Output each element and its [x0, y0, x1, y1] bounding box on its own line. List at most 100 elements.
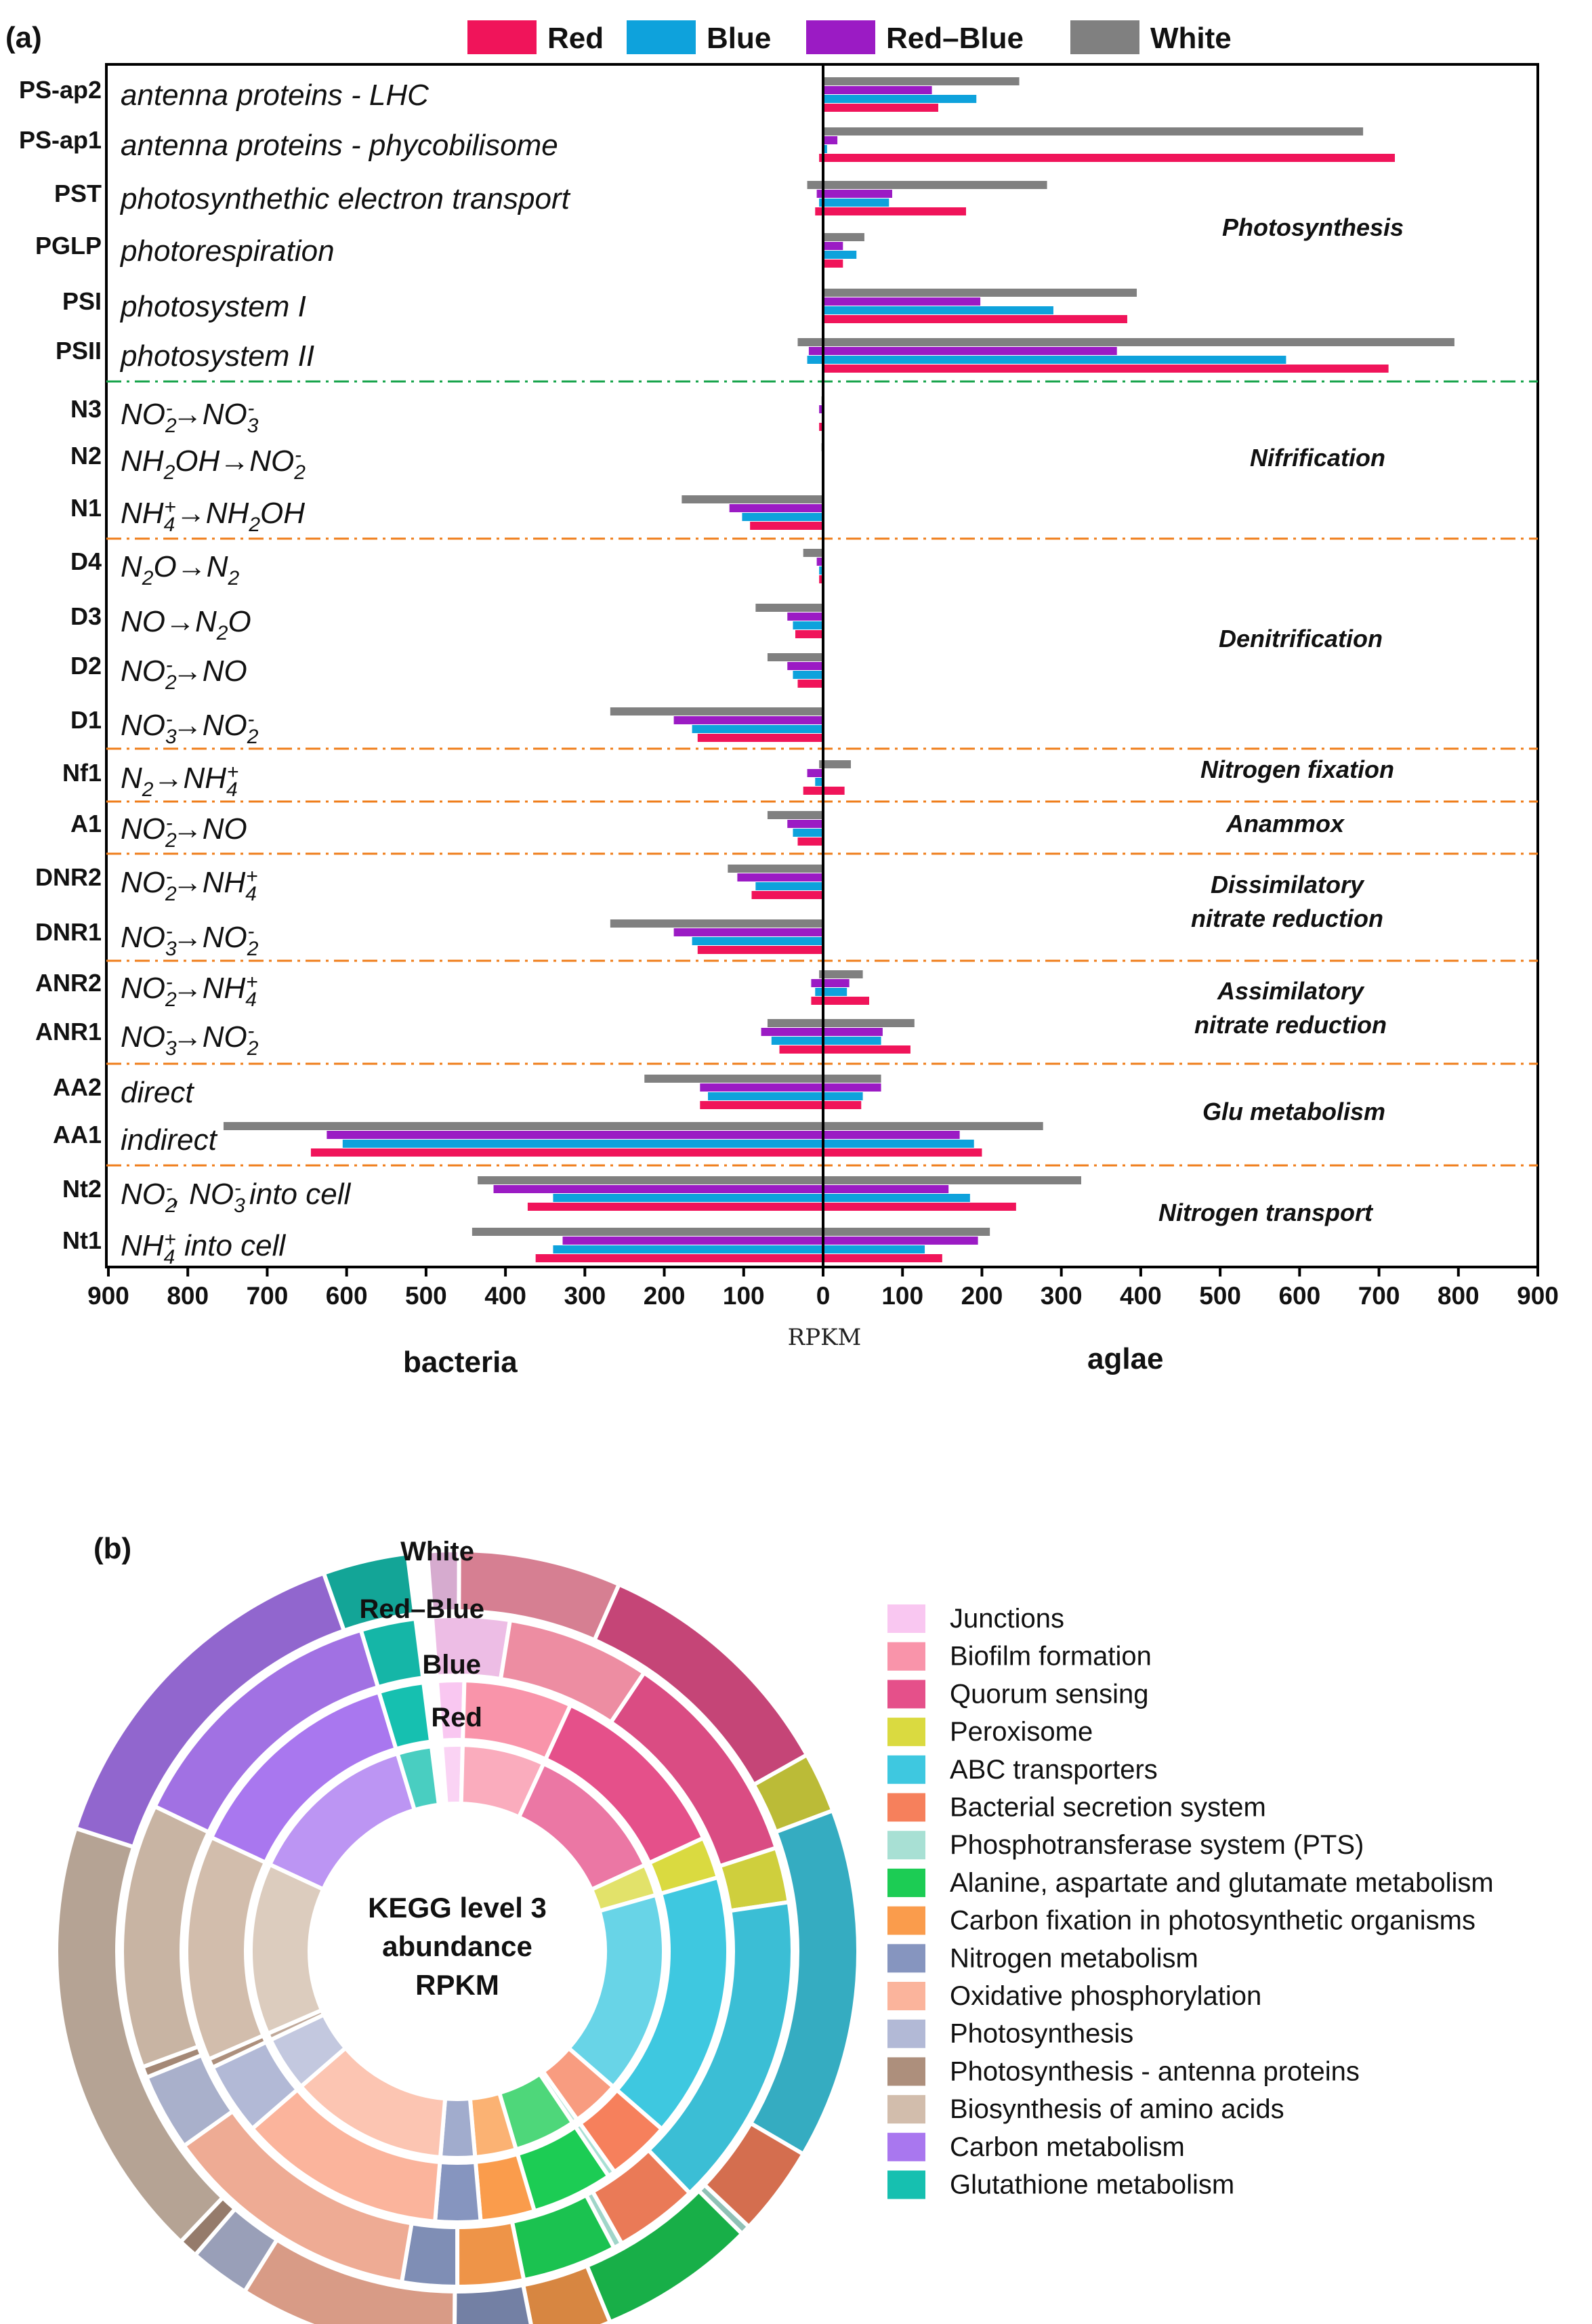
legend-label: Quorum sensing — [950, 1679, 1148, 1709]
bar-bacteria-d4-red — [819, 575, 823, 583]
legend-swatch — [467, 20, 537, 54]
group-label-anammox: Anammox — [1226, 810, 1345, 837]
legend-label: Blue — [707, 22, 771, 55]
panel-b-label: (b) — [93, 1532, 131, 1565]
legend-label: Biofilm formation — [950, 1642, 1152, 1672]
bar-bacteria-anr2-red — [811, 997, 823, 1005]
bar-algae-ps-ap1-blue — [823, 145, 827, 153]
center-label-line3: RPKM — [415, 1969, 499, 2001]
legend-swatch — [887, 1604, 925, 1633]
bar-bacteria-nt2-red-blue — [493, 1185, 823, 1193]
bar-bacteria-pst-red-blue — [816, 190, 823, 198]
bar-group-dnr2 — [728, 865, 823, 899]
legend-swatch — [887, 1944, 925, 1973]
group-label-nitrogen-fixation: Nitrogen fixation — [1200, 755, 1394, 783]
panel-b: (b) Red Blue Red–Blue White KEGG level 3 ab… — [54, 1532, 1494, 2324]
bar-bacteria-anr2-blue — [815, 988, 823, 996]
panel-a: (a) Red Blue Red–Blue White PS-ap2 antenna p… — [5, 20, 1559, 1379]
donut-legend-item-abc-transporters: ABC transporters — [887, 1755, 1158, 1785]
row-code-anr2: ANR2 — [35, 969, 102, 997]
donut-legend-item-phosphotransferase-system-pts: Phosphotransferase system (PTS) — [887, 1830, 1364, 1860]
bar-bacteria-pst-white — [807, 181, 823, 189]
bar-algae-pglp-blue — [823, 251, 857, 259]
row-code-psi: PSI — [62, 287, 102, 315]
legend-swatch — [627, 20, 696, 54]
x-tick-label: 200 — [961, 1282, 1003, 1310]
bar-algae-nt1-white — [823, 1228, 990, 1236]
legend-swatch — [806, 20, 875, 54]
bar-bacteria-dnr1-white — [610, 919, 823, 928]
bar-algae-psi-red-blue — [823, 297, 981, 306]
row-desc-aa2: direct — [121, 1076, 194, 1109]
legend-label: White — [1150, 22, 1232, 55]
bar-bacteria-anr1-red-blue — [761, 1028, 823, 1036]
bar-algae-anr2-red — [823, 997, 869, 1005]
legend-swatch — [887, 1718, 925, 1747]
slice-red-blue-carbon-fixation-in-photosynthetic-organisms — [455, 2219, 526, 2289]
row-code-nt2: Nt2 — [62, 1175, 102, 1203]
donut-legend-item-alanine-aspartate-and-glutamate-metabolism: Alanine, aspartate and glutamate metabol… — [887, 1868, 1494, 1898]
bar-bacteria-anr2-white — [819, 970, 823, 978]
row-code-nf1: Nf1 — [62, 759, 102, 787]
bar-bacteria-dnr2-white — [728, 865, 823, 873]
legend-label: Photosynthesis — [950, 2019, 1133, 2049]
legend-label: Nitrogen metabolism — [950, 1943, 1198, 1973]
row-code-aa2: AA2 — [53, 1073, 102, 1101]
bar-bacteria-d1-white — [610, 707, 823, 715]
bar-bacteria-d3-blue — [793, 621, 823, 629]
bar-bacteria-anr1-blue — [771, 1037, 823, 1045]
row-desc-nf1: N2→NH4+ — [121, 761, 238, 801]
legend-swatch — [887, 1755, 925, 1784]
bar-algae-psi-blue — [823, 306, 1053, 314]
bar-algae-nt1-blue — [823, 1245, 925, 1253]
x-tick-label: 0 — [816, 1282, 831, 1310]
bar-bacteria-n1-blue — [742, 513, 823, 521]
donut-legend-item-bacterial-secretion-system: Bacterial secretion system — [887, 1793, 1266, 1823]
legend-label: Alanine, aspartate and glutamate metabol… — [950, 1868, 1494, 1898]
x-tick-label: 900 — [87, 1282, 129, 1310]
bar-algae-ps-ap2-white — [823, 77, 1020, 85]
bar-algae-pglp-white — [823, 233, 864, 241]
bar-bacteria-d2-blue — [793, 671, 823, 679]
bar-algae-ps-ap2-red — [823, 104, 938, 112]
bar-bacteria-d4-white — [803, 549, 823, 557]
legend-label: Biosynthesis of amino acids — [950, 2094, 1284, 2124]
x-tick-label: 800 — [1438, 1282, 1480, 1310]
row-labels: PS-ap2 antenna proteins - LHC PS-ap1 antenn… — [19, 76, 571, 1268]
row-code-pglp: PGLP — [35, 232, 102, 260]
bar-bacteria-a1-red — [797, 837, 823, 846]
bar-bacteria-psii-white — [797, 338, 823, 346]
bar-algae-aa1-red — [823, 1148, 982, 1157]
ring-red — [249, 1742, 666, 2160]
legend-label: Photosynthesis - antenna proteins — [950, 2056, 1360, 2086]
legend-item-white: White — [1070, 20, 1232, 55]
bar-algae-nf1-white — [823, 760, 852, 768]
donut-legend-item-junctions: Junctions — [887, 1604, 1064, 1634]
legend-swatch — [887, 1982, 925, 2010]
legend-swatch — [887, 1793, 925, 1822]
bar-algae-nt1-red-blue — [823, 1237, 978, 1245]
row-desc-n3: NO2-→NO3- — [121, 397, 259, 437]
bar-algae-ps-ap2-red-blue — [823, 86, 932, 94]
bar-algae-pst-red — [823, 207, 966, 215]
donut-legend-item-photosynthesis-antenna-proteins: Photosynthesis - antenna proteins — [887, 2056, 1360, 2086]
group-label-nifrification: Nifrification — [1250, 444, 1385, 472]
donut-legend-item-nitrogen-metabolism: Nitrogen metabolism — [887, 1943, 1198, 1973]
x-tick-label: 700 — [247, 1282, 289, 1310]
center-label-line1: KEGG level 3 — [368, 1892, 547, 1924]
row-desc-nt1: NH4+ into cell — [121, 1228, 286, 1268]
donut-legend-item-photosynthesis: Photosynthesis — [887, 2019, 1133, 2049]
bar-bacteria-aa1-red — [310, 1148, 824, 1157]
donut-rings — [54, 1548, 860, 2324]
row-code-n1: N1 — [70, 494, 102, 522]
bar-bacteria-dnr2-blue — [755, 882, 823, 890]
legend-label: Junctions — [950, 1604, 1064, 1634]
bar-group-d4 — [803, 549, 823, 583]
bar-bacteria-nt2-white — [478, 1176, 823, 1184]
bar-bacteria-d4-blue — [819, 566, 823, 575]
ring-label-red-blue: Red–Blue — [360, 1594, 485, 1624]
slice-white-glutathione-metabolism — [321, 1551, 417, 1634]
bars — [223, 64, 1454, 1267]
legend-label: ABC transporters — [950, 1755, 1158, 1785]
